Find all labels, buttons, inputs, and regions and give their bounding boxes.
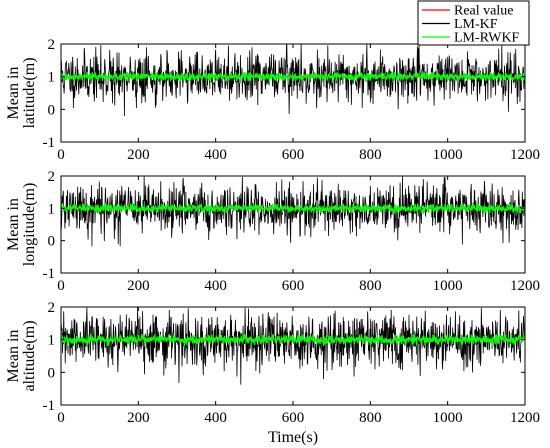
x-tick-label: 1200 (510, 147, 540, 163)
x-tick-label: 400 (204, 147, 227, 163)
y-tick-label: -1 (43, 266, 56, 282)
legend-label: Real value (454, 4, 513, 19)
series-lm-rwkf (61, 70, 525, 84)
x-tick-label: 800 (359, 410, 382, 426)
y-tick-label: 1 (48, 201, 56, 217)
y-tick-label: 0 (48, 365, 56, 381)
y-tick-label: 2 (48, 169, 56, 185)
series-lm-rwkf (61, 332, 525, 347)
x-tick-label: 0 (57, 147, 65, 163)
x-tick-label: 400 (204, 278, 227, 294)
x-tick-label: 0 (57, 278, 65, 294)
x-tick-label: 0 (57, 410, 65, 426)
x-tick-label: 200 (127, 147, 150, 163)
series-lm-rwkf (61, 202, 525, 215)
x-tick-label: 800 (359, 278, 382, 294)
x-tick-label: 600 (282, 278, 305, 294)
x-tick-label: 1000 (433, 278, 463, 294)
x-axis-label: Time(s) (268, 429, 318, 446)
x-tick-label: 800 (359, 147, 382, 163)
x-tick-label: 200 (127, 278, 150, 294)
y-tick-label: -1 (43, 398, 56, 414)
plot-frame (60, 175, 526, 274)
y-tick-label: 2 (48, 300, 56, 316)
legend-label: LM-KF (454, 17, 498, 32)
y-axis-label-line-1: Mean in (5, 330, 22, 383)
x-tick-label: 400 (204, 410, 227, 426)
legend-label: LM-RWKF (454, 31, 520, 46)
series-lm-kf (61, 307, 525, 385)
x-tick-label: 200 (127, 410, 150, 426)
x-tick-label: 1200 (510, 410, 540, 426)
y-tick-label: 2 (48, 37, 56, 53)
x-tick-label: 1000 (433, 147, 463, 163)
y-tick-label: 1 (48, 70, 56, 86)
y-axis-label-line-1: Mean in (5, 198, 22, 251)
series-lm-kf (61, 44, 525, 117)
y-axis-label-line-1: Mean in (5, 67, 22, 120)
x-tick-label: 600 (282, 147, 305, 163)
y-tick-label: -1 (43, 135, 56, 151)
y-tick-label: 1 (48, 333, 56, 349)
x-tick-label: 1200 (510, 278, 540, 294)
x-tick-label: 1000 (433, 410, 463, 426)
x-tick-label: 600 (282, 410, 305, 426)
y-tick-label: 0 (48, 102, 56, 118)
y-tick-label: 0 (48, 234, 56, 250)
y-axis-label-line-2: longitude(m) (21, 183, 38, 267)
y-axis-label-line-2: latitude(m) (21, 57, 38, 128)
series-lm-kf (61, 176, 525, 247)
y-axis-label-line-2: altitude(m) (21, 320, 38, 391)
